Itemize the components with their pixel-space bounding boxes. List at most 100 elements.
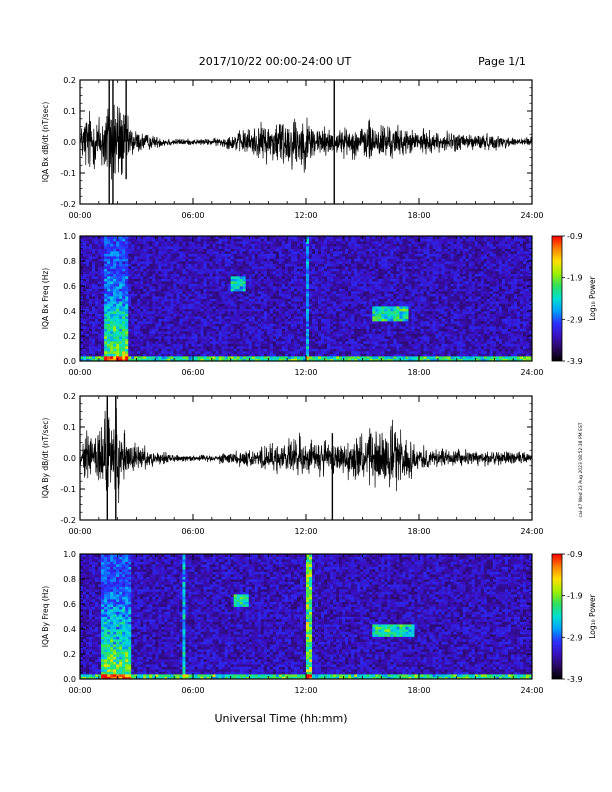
spectrogram-cell (219, 266, 222, 269)
spectrogram-cell (243, 291, 246, 294)
spectrogram-cell (86, 246, 89, 249)
spectrogram-cell (312, 291, 315, 294)
spectrogram-cell (125, 264, 128, 267)
spectrogram-cell (363, 351, 366, 354)
spectrogram-cell (264, 271, 267, 274)
spectrogram-cell (204, 291, 207, 294)
spectrogram-cell (342, 251, 345, 254)
spectrogram-cell (146, 279, 149, 282)
spectrogram-cell (107, 291, 110, 294)
spectrogram-cell (357, 336, 360, 339)
spectrogram-cell (297, 354, 300, 357)
spectrogram-cell (83, 304, 86, 307)
spectrogram-cell (122, 239, 125, 242)
spectrogram-cell (252, 306, 255, 309)
spectrogram-cell (173, 284, 176, 287)
spectrogram-cell (146, 321, 149, 324)
spectrogram-cell (354, 336, 357, 339)
spectrogram-cell (366, 341, 369, 344)
spectrogram-cell (240, 341, 243, 344)
spectrogram-cell (216, 326, 219, 329)
spectrogram-cell (294, 251, 297, 254)
spectrogram-cell (234, 314, 237, 317)
spectrogram-cell (354, 266, 357, 269)
spectrogram-cell (89, 354, 92, 357)
spectrogram-cell (210, 326, 213, 329)
spectrogram-cell (291, 309, 294, 312)
spectrogram-cell (324, 276, 327, 279)
spectrogram-cell (146, 254, 149, 257)
spectrogram-cell (161, 301, 164, 304)
spectrogram-cell (264, 324, 267, 327)
spectrogram-cell (333, 286, 336, 289)
spectrogram-cell (92, 296, 95, 299)
spectrogram-cell (134, 281, 137, 284)
spectrogram-cell (366, 316, 369, 319)
spectrogram-cell (188, 321, 191, 324)
spectrogram-cell (95, 291, 98, 294)
spectrogram-cell (143, 251, 146, 254)
spectrogram-cell (360, 269, 363, 272)
spectrogram-cell (249, 244, 252, 247)
spectrogram-cell (191, 281, 194, 284)
spectrogram-cell (255, 269, 258, 272)
spectrogram-cell (107, 276, 110, 279)
spectrogram-cell (107, 261, 110, 264)
spectrogram-cell (330, 244, 333, 247)
spectrogram-cell (86, 284, 89, 287)
spectrogram-cell (303, 256, 306, 259)
spectrogram-cell (318, 356, 321, 359)
spectrogram-cell (164, 354, 167, 357)
spectrogram-cell (267, 251, 270, 254)
spectrogram-cell (210, 276, 213, 279)
spectrogram-cell (179, 321, 182, 324)
spectrogram-cell (152, 339, 155, 342)
spectrogram-cell (86, 296, 89, 299)
spectrogram-cell (258, 304, 261, 307)
spectrogram-cell (363, 341, 366, 344)
spectrogram-cell (264, 259, 267, 262)
spectrogram-cell (357, 344, 360, 347)
spectrogram-cell (321, 344, 324, 347)
spectrogram-cell (237, 354, 240, 357)
spectrogram-cell (354, 319, 357, 322)
spectrogram-cell (336, 279, 339, 282)
panels: 00:00 06:00 12:00 18:00 24:00-0.2-0.10.00.10… (41, 76, 597, 695)
spectrogram-cell (348, 339, 351, 342)
spectrogram-cell (285, 264, 288, 267)
spectrogram-cell (92, 334, 95, 337)
spectrogram-cell (252, 284, 255, 287)
spectrogram-cell (137, 341, 140, 344)
spectrogram-cell (101, 246, 104, 249)
spectrogram-cell (366, 296, 369, 299)
spectrogram-cell (252, 249, 255, 252)
spectrogram-cell (219, 309, 222, 312)
spectrogram-cell (261, 266, 264, 269)
spectrogram-cell (210, 346, 213, 349)
spectrogram-cell (231, 289, 234, 292)
spectrogram-cell (225, 351, 228, 354)
spectrogram-cell (363, 286, 366, 289)
spectrogram-cell (330, 239, 333, 242)
spectrogram-cell (231, 331, 234, 334)
spectrogram-cell (297, 336, 300, 339)
spectrogram-cell (164, 316, 167, 319)
spectrogram-cell (318, 321, 321, 324)
spectrogram-cell (276, 241, 279, 244)
spectrogram-cell (360, 314, 363, 317)
spectrogram-cell (116, 324, 119, 327)
spectrogram-cell (185, 356, 188, 359)
spectrogram-cell (107, 296, 110, 299)
spectrogram-cell (222, 251, 225, 254)
spectrogram-cell (243, 336, 246, 339)
spectrogram-cell (222, 316, 225, 319)
spectrogram-cell (312, 249, 315, 252)
spectrogram-cell (222, 281, 225, 284)
spectrogram-cell (86, 334, 89, 337)
spectrogram-cell (140, 346, 143, 349)
spectrogram-cell (324, 264, 327, 267)
spectrogram-cell (231, 244, 234, 247)
spectrogram-cell (363, 329, 366, 332)
spectrogram-cell (204, 294, 207, 297)
spectrogram-cell (86, 294, 89, 297)
